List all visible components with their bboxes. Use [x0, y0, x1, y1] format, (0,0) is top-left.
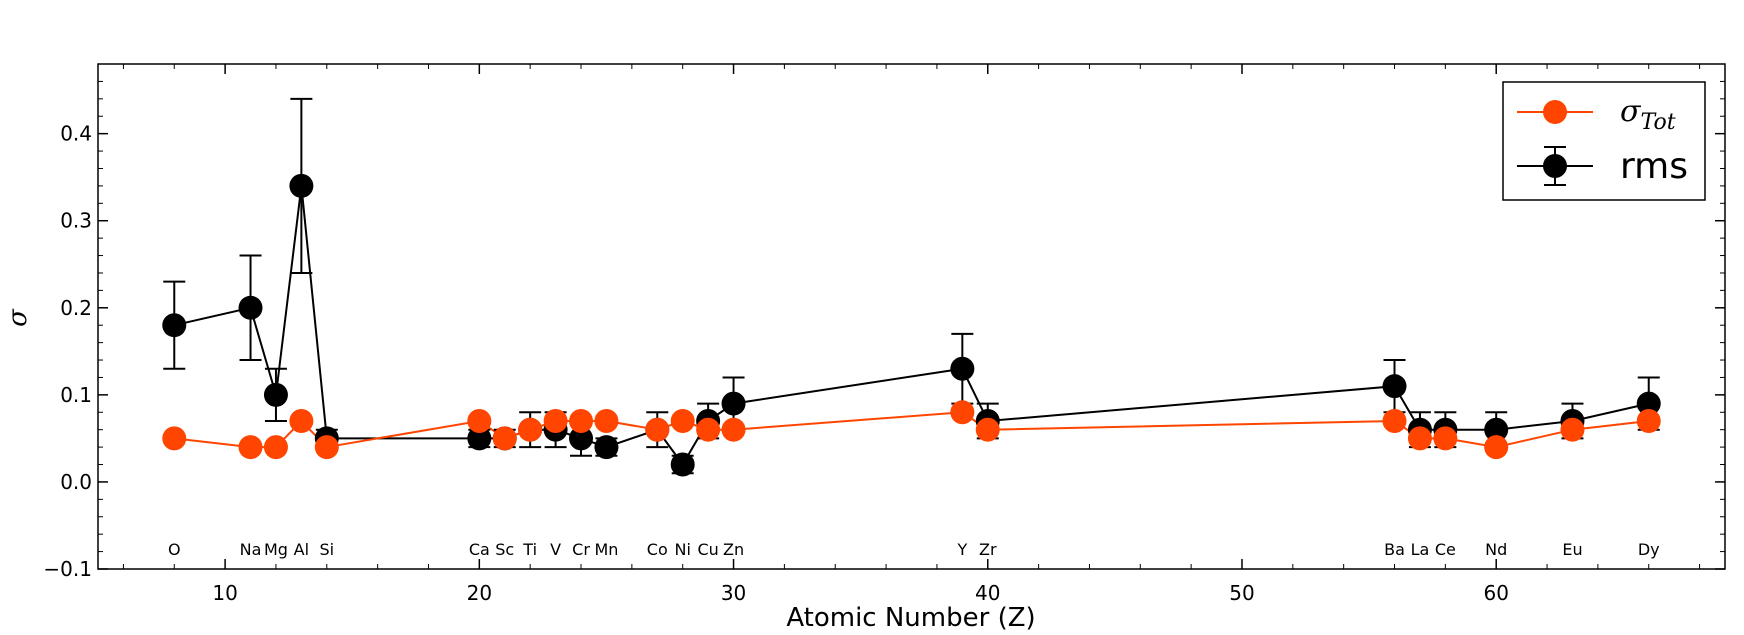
- element-label: Si: [319, 540, 334, 559]
- y-tick-label: 0.0: [60, 470, 92, 494]
- element-label: Sc: [495, 540, 514, 559]
- element-label: V: [550, 540, 561, 559]
- element-label: Al: [294, 540, 309, 559]
- legend-rms-marker: [1543, 154, 1567, 178]
- point-sigma-tot: [569, 408, 594, 433]
- point-rms: [721, 391, 746, 416]
- point-rms: [289, 173, 314, 198]
- legend-sigma-text: σTot: [1620, 94, 1676, 135]
- point-sigma-tot: [314, 435, 339, 460]
- point-rms: [162, 313, 187, 338]
- point-sigma-tot: [467, 408, 492, 433]
- point-rms: [569, 426, 594, 451]
- point-sigma-tot: [263, 435, 288, 460]
- point-sigma-tot: [696, 417, 721, 442]
- element-label: Ce: [1435, 540, 1456, 559]
- point-rms: [467, 426, 492, 451]
- legend: σTot rms: [1502, 81, 1706, 201]
- element-label: Nd: [1485, 540, 1507, 559]
- legend-sigma-subscript: Tot: [1640, 110, 1675, 135]
- element-label: Cu: [697, 540, 718, 559]
- element-label: La: [1411, 540, 1430, 559]
- element-label: O: [168, 540, 181, 559]
- element-label: Dy: [1638, 540, 1660, 559]
- axis-ticks: [98, 63, 1725, 570]
- point-sigma-tot: [975, 417, 1000, 442]
- series-points: [162, 173, 1661, 477]
- point-rms: [950, 356, 975, 381]
- element-label: Na: [240, 540, 262, 559]
- element-label: Mg: [264, 540, 288, 559]
- point-sigma-tot: [1636, 408, 1661, 433]
- x-tick-label: 40: [975, 581, 1000, 605]
- point-sigma-tot: [721, 417, 746, 442]
- y-tick-label: 0.4: [60, 122, 92, 146]
- point-rms: [263, 382, 288, 407]
- x-tick-label: 10: [212, 581, 237, 605]
- x-tick-label: 30: [721, 581, 746, 605]
- element-label: Ni: [674, 540, 690, 559]
- y-tick-label: 0.1: [60, 383, 92, 407]
- element-labels: O Na Mg Al Si Ca Sc Ti V Cr Mn Co Ni Cu Zn Y Zr Ba La Ce Nd E…: [168, 540, 1660, 559]
- y-axis-title: σ: [3, 308, 33, 327]
- point-rms: [594, 435, 619, 460]
- element-label: Ba: [1384, 540, 1405, 559]
- x-tick-label: 50: [1229, 581, 1254, 605]
- point-rms: [1636, 391, 1661, 416]
- legend-sigma-marker: [1543, 100, 1567, 124]
- element-label: Co: [647, 540, 668, 559]
- element-label: Y: [956, 540, 967, 559]
- element-label: Zn: [723, 540, 744, 559]
- point-sigma-tot: [670, 408, 695, 433]
- element-label: Ca: [469, 540, 490, 559]
- x-axis-title: Atomic Number (Z): [786, 603, 1035, 633]
- point-sigma-tot: [162, 426, 187, 451]
- point-sigma-tot: [518, 417, 543, 442]
- point-rms: [1484, 417, 1509, 442]
- point-sigma-tot: [289, 408, 314, 433]
- point-sigma-tot: [594, 408, 619, 433]
- legend-box: [1502, 81, 1706, 201]
- point-sigma-tot: [492, 426, 517, 451]
- point-sigma-tot: [645, 417, 670, 442]
- point-sigma-tot: [1433, 426, 1458, 451]
- element-label: Ti: [522, 540, 537, 559]
- point-sigma-tot: [543, 408, 568, 433]
- plot-area: [97, 63, 1726, 570]
- x-tick-label: 20: [467, 581, 492, 605]
- y-tick-label: −0.1: [43, 557, 92, 581]
- legend-rms-text: rms: [1620, 146, 1688, 187]
- y-tick-label: 0.3: [60, 209, 92, 233]
- element-label: Mn: [594, 540, 618, 559]
- element-label: Eu: [1562, 540, 1582, 559]
- y-tick-label: 0.2: [60, 296, 92, 320]
- point-sigma-tot: [1382, 408, 1407, 433]
- point-sigma-tot: [238, 435, 263, 460]
- element-label: Zr: [979, 540, 997, 559]
- axis-tick-labels: 10 20 30 40 50 60 −0.1 0.0 0.1 0.2 0.3 0.4: [43, 122, 1509, 605]
- element-label: Cr: [572, 540, 590, 559]
- x-tick-label: 60: [1483, 581, 1508, 605]
- point-sigma-tot: [1484, 435, 1509, 460]
- point-sigma-tot: [1560, 417, 1585, 442]
- point-sigma-tot: [950, 400, 975, 425]
- point-rms: [670, 452, 695, 477]
- point-sigma-tot: [1407, 426, 1432, 451]
- legend-sigma-symbol: σ: [1620, 94, 1642, 129]
- point-rms: [1382, 374, 1407, 399]
- point-rms: [238, 295, 263, 320]
